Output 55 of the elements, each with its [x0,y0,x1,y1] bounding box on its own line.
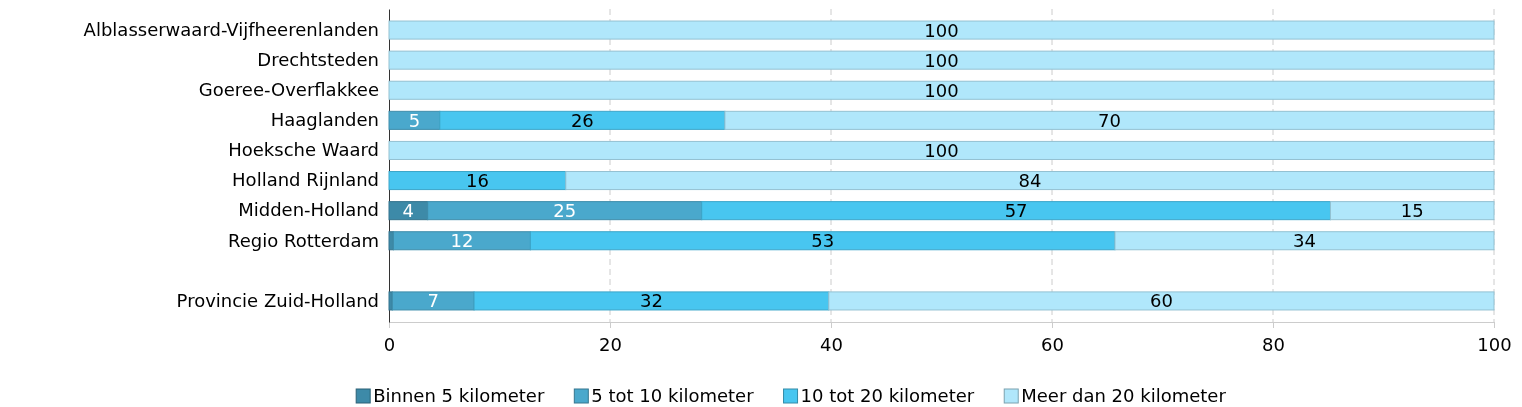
x-tick-label: 20 [599,333,622,355]
bar [388,50,1495,70]
bar [388,110,441,130]
y-tick-label: Goeree-Overflakkee [198,79,379,101]
data-label: 70 [1098,109,1121,131]
bar [388,140,1495,160]
data-label: 4 [402,200,415,222]
data-label: 100 [924,79,959,101]
data-label: 5 [408,109,421,131]
data-label: 60 [1149,290,1173,312]
bar [1329,201,1495,221]
data-label: 26 [570,109,594,131]
data-label: 16 [465,170,489,192]
bar [473,291,830,311]
x-tick-label: 80 [1262,333,1285,355]
bar [828,291,1495,311]
legend-label: 10 tot 20 kilometer [800,385,975,407]
bar [392,231,531,251]
bar [701,201,1331,221]
data-label: 100 [924,49,959,71]
data-label: 25 [553,200,577,222]
data-label: 32 [639,290,663,312]
bar [439,110,726,130]
bar [529,231,1116,251]
y-tick-label: Hoeksche Waard [228,139,379,161]
legend-label: Binnen 5 kilometer [373,385,545,407]
data-label: 15 [1400,200,1424,222]
y-tick-label: Midden-Holland [238,199,379,221]
data-label: 100 [924,139,959,161]
bar [391,291,475,311]
bar [388,80,1495,100]
x-tick-label: 0 [383,333,396,355]
data-label: 12 [450,230,474,252]
y-tick-label: Alblasserwaard-Vijfheerenlanden [83,18,379,40]
y-tick-label: Haaglanden [270,109,379,131]
bar [724,110,1495,130]
x-tick-label: 100 [1477,333,1512,355]
x-tick-label: 60 [1041,333,1064,355]
y-tick-label: Holland Rijnland [232,169,379,191]
data-label: 7 [427,290,439,312]
y-tick-label: Provincie Zuid-Holland [176,289,379,311]
data-label: 84 [1018,170,1042,192]
x-tick-label: 40 [820,333,843,355]
y-tick-label: Regio Rotterdam [228,229,379,251]
data-label: 57 [1004,200,1028,222]
legend-label: 5 tot 10 kilometer [591,385,755,407]
bar [388,20,1495,40]
data-label: 53 [811,230,835,252]
bar [388,171,567,191]
bar [1114,231,1495,251]
data-label: 34 [1293,230,1316,252]
bar [565,171,1495,191]
y-tick-label: Drechtsteden [257,48,379,70]
legend-label: Meer dan 20 kilometer [1021,385,1227,407]
data-label: 100 [924,19,959,41]
